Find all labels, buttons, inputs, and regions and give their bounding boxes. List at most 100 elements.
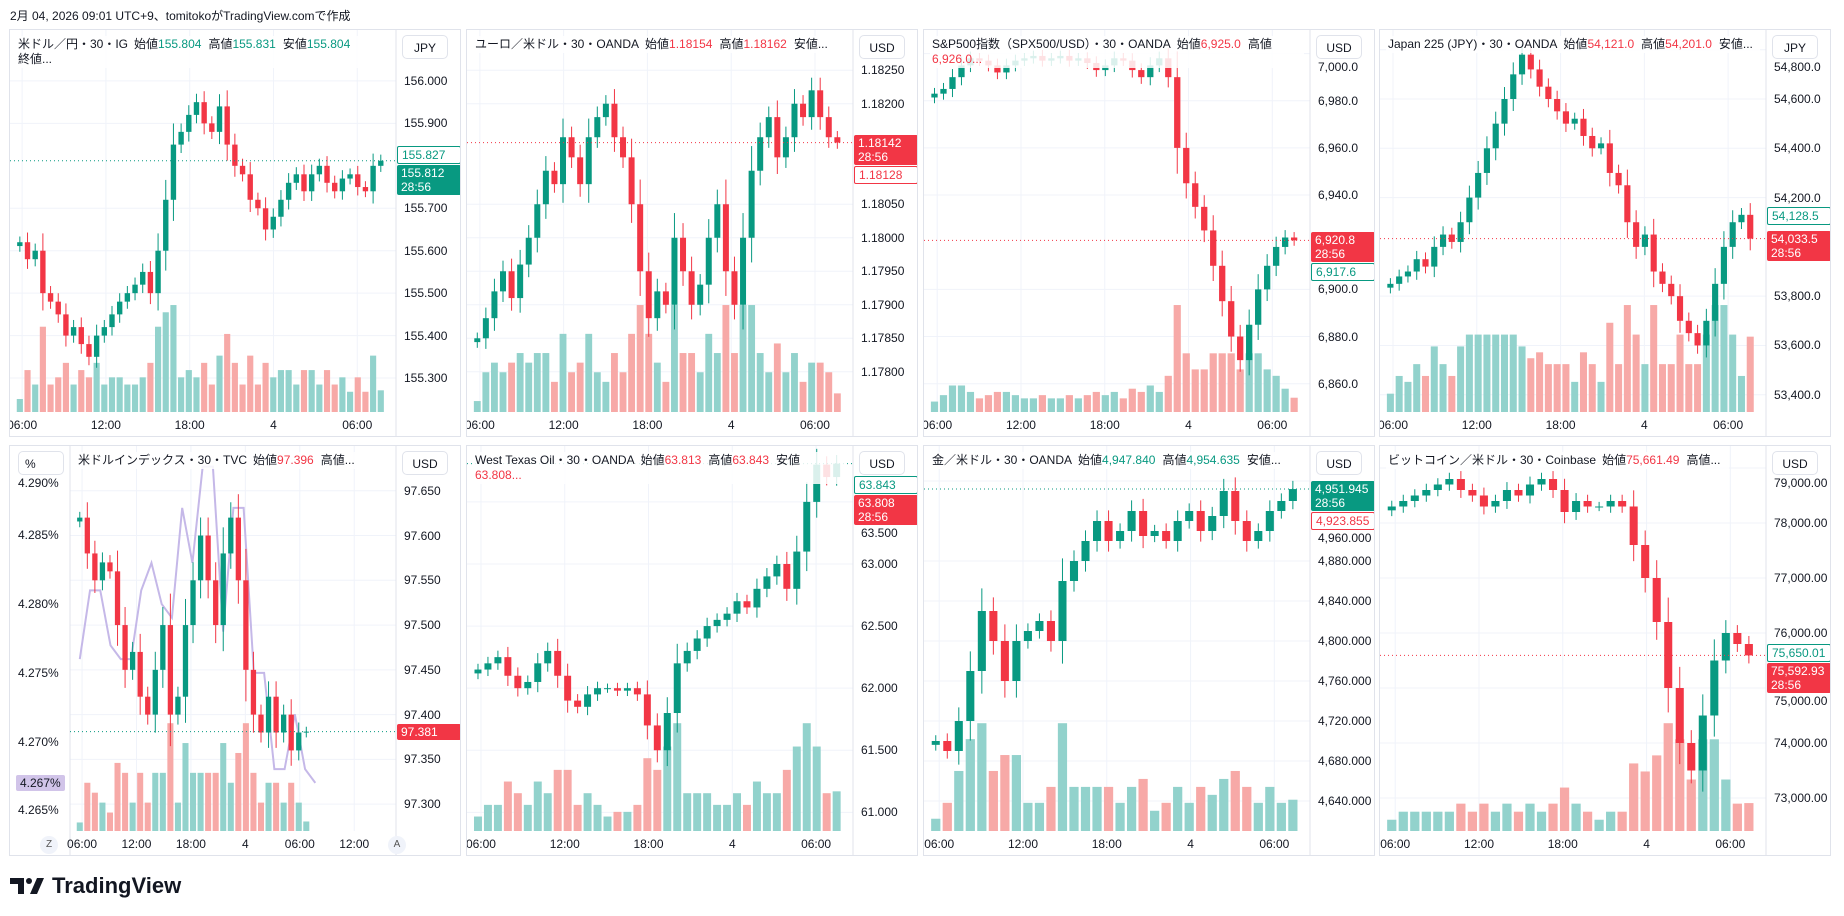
chart-panel[interactable]: 54,800.0 54,600.0 54,400.0 54,200.0 53,800.0… [1379,29,1831,437]
volume-bar [533,781,542,831]
candle-body [1618,501,1627,507]
chart-panel[interactable]: 156.000 155.900 155.700 155.600 155.500 155.4… [9,29,461,437]
volume-bar [101,384,108,412]
candle-body [1733,633,1742,644]
candle-body [1597,143,1605,149]
price-axis-tick: 155.900 [404,116,448,130]
ohlc-value: 63.808... [475,468,522,482]
candle-body [1413,259,1420,272]
symbol-title[interactable]: 米ドルインデックス・30・TVC [78,453,247,467]
currency-selector[interactable]: JPY [402,35,448,59]
chart-panel[interactable]: 63.500 63.000 62.500 62.000 61.500 61.000 06:0… [466,445,918,856]
volume-bar [1126,786,1137,831]
currency-selector[interactable]: USD [402,451,448,475]
symbol-title[interactable]: ビットコイン／米ドル・30・Coinbase [1388,453,1597,467]
legend-header: S&P500指数（SPX500/USD）・30・OANDA 始値6,925.0 高値… [930,36,1304,68]
symbol-title[interactable]: ユーロ／米ドル・30・OANDA [475,37,640,51]
currency-selector[interactable]: USD [859,451,905,475]
price-axis-tick: 1.18250 [861,63,905,77]
volume-bar [636,305,644,412]
volume-bar [713,804,722,831]
volume-bar [137,772,144,831]
volume-bar [1746,336,1754,412]
candle-body [137,651,143,697]
candle-body [1387,506,1396,511]
candle-body [1703,320,1710,346]
chart-panel[interactable]: 97.650 97.600 97.550 97.500 97.450 97.400 97.3… [9,445,461,856]
volume-bar [1155,391,1163,412]
volume-bar [482,372,490,412]
candle-body [1228,301,1235,337]
tradingview-logo[interactable]: TradingView [10,873,181,899]
currency-selector[interactable]: USD [1316,35,1362,59]
volume-bar [300,370,308,412]
volume-bar [1694,364,1702,412]
ohlc-value: 54,121.0 [1587,37,1635,51]
candle-body [1138,70,1145,78]
volume-bar [216,355,223,412]
time-axis-tick: 4 [1185,418,1192,432]
time-axis-tick: 4 [1643,837,1650,851]
volume-bar [1667,364,1675,412]
currency-selector[interactable]: USD [1772,451,1818,475]
volume-bar [1444,811,1454,831]
ohlc-label: 始値 [134,37,159,51]
price-axis-tick: 79,000.00 [1774,476,1828,490]
chart-panel[interactable]: 79,000.00 78,000.00 77,000.00 76,000.00 75,0… [1379,445,1831,856]
volume-bar [772,793,781,831]
candle-body [378,160,384,166]
chart-panel[interactable]: 1.18250 1.18200 1.18050 1.18000 1.17950 1.179… [466,29,918,437]
chart-canvas [69,446,397,855]
currency-selector[interactable]: USD [1316,451,1362,475]
candle-body [1720,246,1727,284]
currency-selector[interactable]: USD [859,35,905,59]
currency-selector[interactable]: JPY [1772,35,1818,59]
candle-body [1147,65,1154,78]
tradingview-logo-icon [10,878,44,894]
candle-body [1264,265,1271,290]
candle-body [122,625,128,670]
symbol-title[interactable]: 金／米ドル・30・OANDA [932,453,1073,467]
symbol-title[interactable]: S&P500指数（SPX500/USD）・30・OANDA [932,37,1171,51]
volume-bar [623,811,632,831]
candle-body [825,117,832,138]
candle-body [1012,641,1021,681]
unit-selector[interactable]: % [18,451,64,475]
chart-panel[interactable]: 4,960.000 4,880.000 4,840.000 4,800.000 4,76… [923,445,1375,856]
zoom-reset-button[interactable]: Z [40,836,58,854]
candle-body [186,114,192,132]
candle-body [308,174,315,192]
volume-bar [1720,305,1728,412]
price-axis-tick: 155.700 [404,201,448,215]
price-tag: 75,592.93 28:56 [1767,663,1830,693]
volume-bar [1479,803,1489,831]
symbol-title[interactable]: Japan 225 (JPY)・30・OANDA [1388,37,1558,51]
volume-bar [1641,364,1649,412]
chart-panel[interactable]: 7,000.0 6,980.0 6,960.0 6,940.0 6,900.0 6,880… [923,29,1375,437]
volume-bar [756,353,764,412]
ohlc-value: 4,954.635 [1186,453,1240,467]
symbol-title[interactable]: West Texas Oil・30・OANDA [475,453,635,467]
candle-body [175,696,181,715]
price-tag-value: 63.843 [859,478,896,492]
volume-bar [182,743,189,831]
candle-body [1422,490,1431,496]
countdown-timer: 28:56 [1315,247,1346,261]
time-axis-tick: 4 [270,418,277,432]
price-tag: 63.843 [854,476,917,494]
candle-body [170,144,177,200]
volume-bar [1650,305,1658,412]
volume-bar [782,372,790,412]
candle-body [258,714,264,733]
volume-bar [1164,375,1172,412]
volume-bar [1263,369,1271,412]
volume-bar [1606,811,1616,831]
ohlc-value: 155.804 [158,37,202,51]
volume-bar [611,353,618,412]
candle-body [1192,183,1199,207]
symbol-title[interactable]: 米ドル／円・30・IG [18,37,129,51]
auto-scale-button[interactable]: A [388,836,406,854]
volume-bar [1173,786,1183,831]
volume-bar [70,384,77,412]
volume-bar [308,370,315,412]
